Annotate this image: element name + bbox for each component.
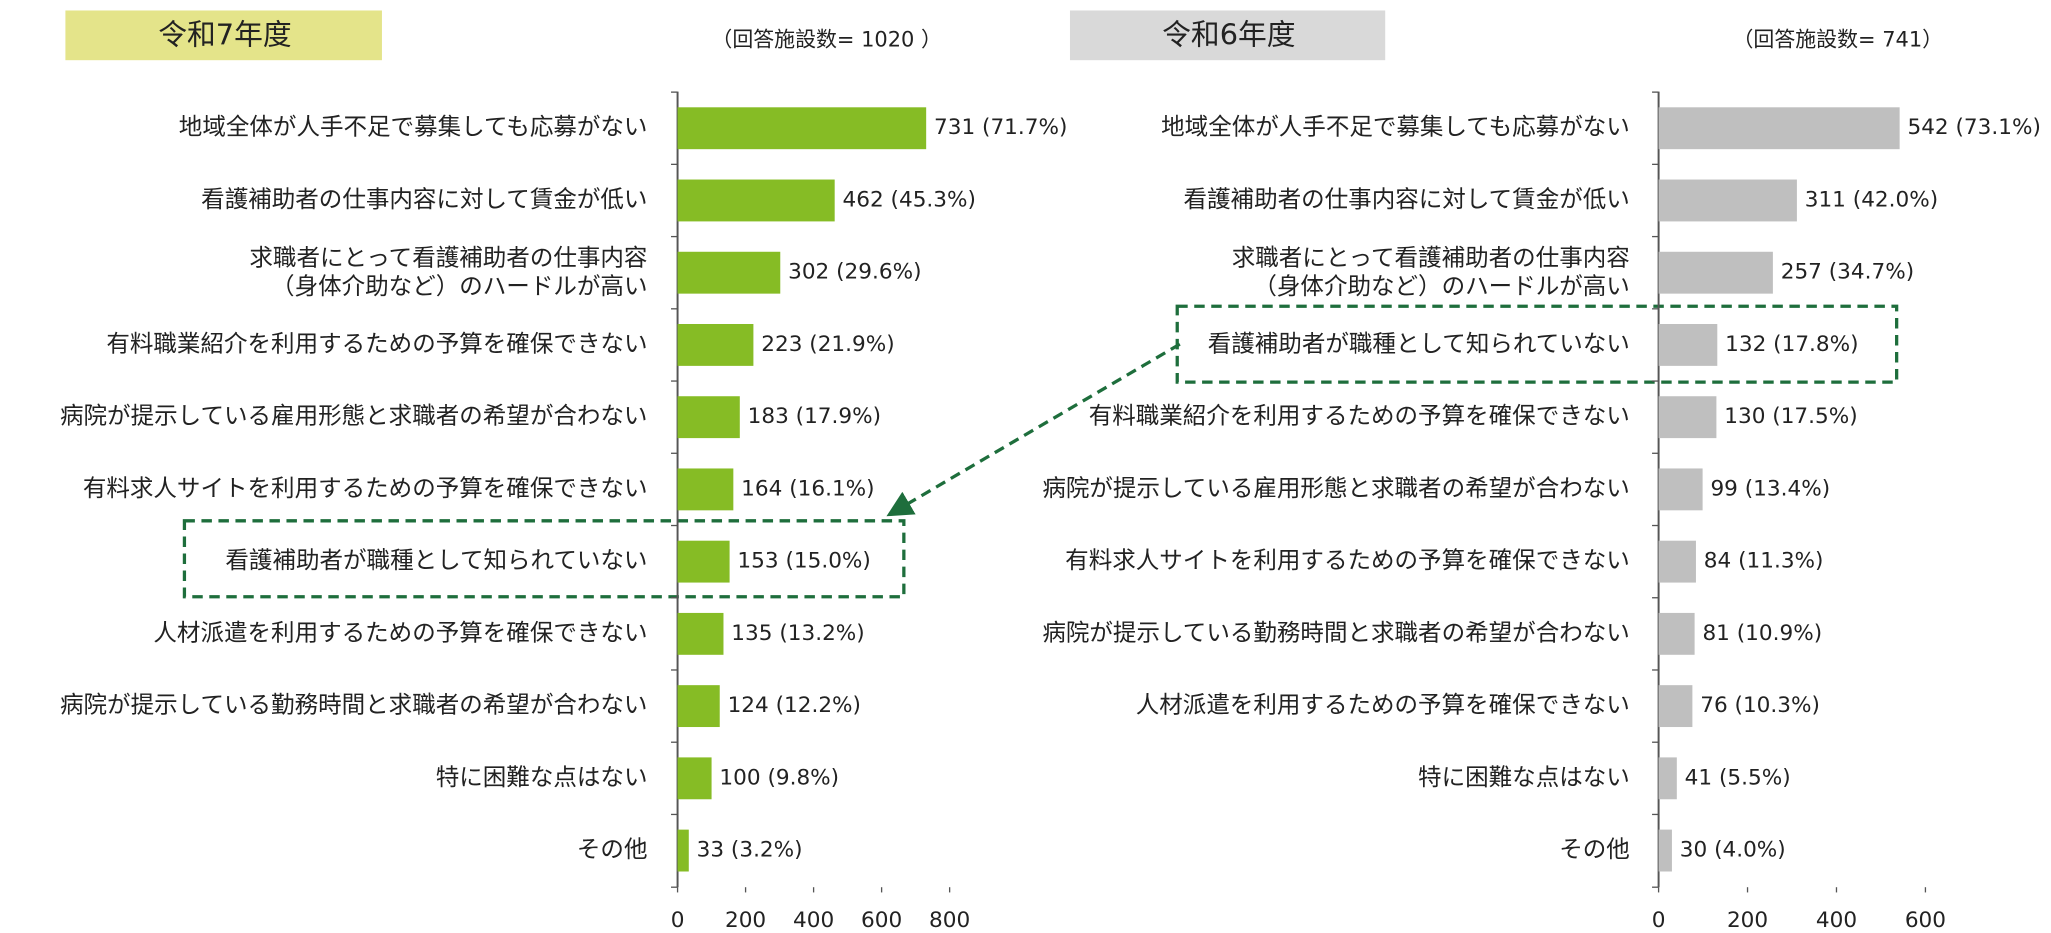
category-label: 病院が提示している勤務時間と求職者の希望が合わない (60, 691, 647, 719)
category-label: 病院が提示している勤務時間と求職者の希望が合わない (1042, 618, 1629, 646)
category-label: 有料求人サイトを利用するための予算を確保できない (83, 474, 648, 502)
bar (677, 685, 720, 728)
bar (677, 468, 734, 511)
category-label: 有料求人サイトを利用するための予算を確保できない (1065, 546, 1630, 574)
category-label: 有料職業紹介を利用するための予算を確保できない (1089, 402, 1630, 430)
bar (677, 540, 730, 583)
bar (677, 757, 712, 800)
x-tick-label: 200 (1727, 908, 1768, 933)
bar (1658, 612, 1695, 655)
data-label: 81 (10.9%) (1702, 621, 1822, 646)
category-label: 人材派遣を利用するための予算を確保できない (153, 618, 647, 646)
bar (677, 612, 724, 655)
data-label: 84 (11.3%) (1704, 549, 1824, 574)
x-tick-label: 200 (725, 908, 766, 933)
highlight-box (182, 519, 906, 599)
bar (1658, 396, 1717, 439)
data-label: 124 (12.2%) (728, 693, 861, 718)
x-tick-label: 0 (671, 908, 685, 933)
data-label: 33 (3.2%) (697, 838, 803, 863)
data-label: 542 (73.1%) (1907, 115, 2040, 140)
category-label: 求職者にとって看護補助者の仕事内容（身体介助など）のハードルが高い (249, 243, 647, 300)
data-label: 183 (17.9%) (748, 404, 881, 429)
bar (1658, 251, 1773, 294)
category-label: 特に困難な点はない (1418, 763, 1630, 791)
title-box (1069, 10, 1386, 61)
x-tick-label: 800 (929, 908, 970, 933)
bar (1658, 685, 1693, 728)
bar (677, 251, 781, 294)
data-label: 302 (29.6%) (788, 260, 921, 285)
data-label: 99 (13.4%) (1710, 476, 1830, 501)
bar (677, 396, 740, 439)
data-label: 462 (45.3%) (843, 187, 976, 212)
bar (1658, 757, 1677, 800)
subtitle: （回答施設数= 741） (1733, 28, 1944, 52)
x-tick-label: 400 (793, 908, 834, 933)
category-label: 病院が提示している雇用形態と求職者の希望が合わない (60, 402, 647, 430)
data-label: 257 (34.7%) (1781, 260, 1914, 285)
category-label: 求職者にとって看護補助者の仕事内容（身体介助など）のハードルが高い (1232, 243, 1630, 300)
category-label: 特に困難な点はない (436, 763, 648, 791)
category-label: 看護補助者が職種として知られていない (1208, 329, 1630, 357)
category-label: その他 (1559, 835, 1630, 863)
bar (677, 829, 689, 872)
bar (677, 323, 754, 366)
data-label: 135 (13.2%) (731, 621, 864, 646)
category-label: 地域全体が人手不足で募集しても応募がない (1161, 113, 1630, 141)
chart-title: 令和7年度 (158, 18, 291, 52)
category-label: 看護補助者の仕事内容に対して賃金が低い (201, 185, 647, 213)
category-label: 病院が提示している雇用形態と求職者の希望が合わない (1042, 474, 1629, 502)
data-label: 731 (71.7%) (934, 115, 1067, 140)
category-label: 看護補助者の仕事内容に対して賃金が低い (1184, 185, 1630, 213)
category-label: 地域全体が人手不足で募集しても応募がない (179, 113, 648, 141)
category-label: その他 (577, 835, 648, 863)
bar (1658, 468, 1703, 511)
data-label: 132 (17.8%) (1725, 332, 1858, 357)
bar (1658, 540, 1696, 583)
arrow (886, 342, 1181, 517)
bar (1658, 107, 1900, 150)
data-label: 311 (42.0%) (1805, 187, 1938, 212)
bar (1658, 323, 1718, 366)
subtitle: （回答施設数= 1020 ） (711, 28, 941, 52)
category-label: 人材派遣を利用するための予算を確保できない (1136, 691, 1630, 719)
category-label: 看護補助者が職種として知られていない (225, 546, 647, 574)
chart-title: 令和6年度 (1162, 18, 1295, 52)
data-label: 76 (10.3%) (1700, 693, 1820, 718)
data-label: 41 (5.5%) (1685, 765, 1791, 790)
data-label: 153 (15.0%) (737, 549, 870, 574)
bar (1658, 829, 1672, 872)
data-label: 30 (4.0%) (1680, 838, 1786, 863)
bar (677, 107, 927, 150)
x-tick-label: 400 (1816, 908, 1857, 933)
data-label: 223 (21.9%) (761, 332, 894, 357)
x-tick-label: 600 (1905, 908, 1946, 933)
data-label: 100 (9.8%) (719, 765, 839, 790)
x-tick-label: 0 (1652, 908, 1666, 933)
data-label: 164 (16.1%) (741, 476, 874, 501)
title-box (65, 10, 382, 61)
x-tick-label: 600 (861, 908, 902, 933)
category-label: 有料職業紹介を利用するための予算を確保できない (106, 329, 647, 357)
data-label: 130 (17.5%) (1724, 404, 1857, 429)
bar (1658, 179, 1797, 222)
bar (677, 179, 835, 222)
